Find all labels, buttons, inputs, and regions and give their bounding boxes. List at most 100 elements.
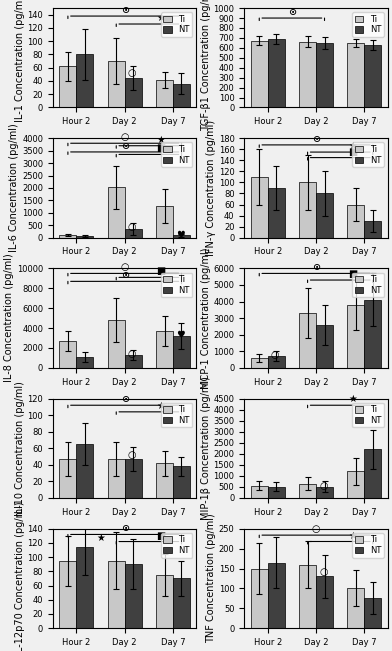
Bar (125, 78, 142, 107)
Bar (60, 459, 76, 498)
Y-axis label: IL-12p70 Concentration (pg/ml): IL-12p70 Concentration (pg/ml) (15, 502, 25, 651)
Bar (347, 471, 365, 498)
Text: ⊙: ⊙ (121, 395, 129, 404)
Y-axis label: IL-1 Concentration (pg/ml): IL-1 Concentration (pg/ml) (15, 0, 25, 122)
Text: ⊙: ⊙ (312, 134, 320, 144)
Bar (251, 41, 268, 107)
Text: ★: ★ (156, 401, 165, 411)
Bar (156, 463, 173, 498)
Text: ○: ○ (120, 262, 129, 272)
Bar (60, 66, 76, 107)
Bar (108, 61, 125, 107)
Bar (125, 564, 142, 628)
Text: ⊙: ⊙ (121, 523, 129, 533)
Text: ■: ■ (156, 143, 165, 154)
Text: ⊙: ⊙ (121, 141, 129, 151)
Bar (299, 484, 316, 498)
Y-axis label: MIP-1β Concentration (pg/ml): MIP-1β Concentration (pg/ml) (201, 376, 211, 520)
Bar (60, 235, 76, 238)
Text: ★: ★ (156, 13, 165, 23)
Bar (156, 331, 173, 368)
Bar (268, 356, 285, 368)
Y-axis label: MCP-1 Concentration (pg/ml): MCP-1 Concentration (pg/ml) (201, 247, 211, 389)
Bar (156, 206, 173, 238)
Bar (251, 568, 268, 628)
Text: ★: ★ (348, 395, 357, 404)
Text: ★: ★ (348, 531, 357, 540)
Bar (299, 313, 316, 368)
Legend: Ti, NT: Ti, NT (352, 143, 384, 167)
Text: ■: ■ (156, 266, 165, 277)
Legend: Ti, NT: Ti, NT (352, 533, 384, 558)
Text: ⊙: ⊙ (121, 270, 129, 281)
Bar (251, 177, 268, 238)
Bar (173, 336, 190, 368)
Bar (268, 562, 285, 628)
Legend: Ti, NT: Ti, NT (161, 273, 192, 298)
Bar (156, 79, 173, 107)
Y-axis label: IFN-γ Concentration (pg/ml): IFN-γ Concentration (pg/ml) (206, 120, 216, 256)
Y-axis label: TGF-β1 Concentration (pg/ml): TGF-β1 Concentration (pg/ml) (201, 0, 211, 131)
Bar (108, 459, 125, 498)
Bar (365, 221, 381, 238)
Text: ○: ○ (319, 568, 328, 577)
Bar (316, 193, 333, 238)
Text: ♥: ♥ (176, 230, 185, 240)
Y-axis label: IL-10 Concentration (pg/ml): IL-10 Concentration (pg/ml) (15, 381, 25, 516)
Text: ○: ○ (312, 524, 320, 534)
Bar (365, 45, 381, 107)
Bar (125, 229, 142, 238)
Legend: Ti, NT: Ti, NT (161, 12, 192, 37)
Y-axis label: IL-6 Concentration (pg/ml): IL-6 Concentration (pg/ml) (9, 124, 19, 253)
Text: ⊙: ⊙ (288, 7, 296, 17)
Text: ○: ○ (128, 222, 136, 232)
Text: ⊙: ⊙ (121, 5, 129, 15)
Text: ⊙: ⊙ (312, 262, 320, 272)
Text: ★: ★ (156, 135, 165, 145)
Text: ○: ○ (319, 481, 328, 491)
Text: ○: ○ (120, 132, 129, 143)
Bar (76, 55, 93, 107)
Bar (299, 182, 316, 238)
Bar (365, 300, 381, 368)
Bar (316, 487, 333, 498)
Y-axis label: TNF Concentration (pg/ml): TNF Concentration (pg/ml) (206, 514, 216, 643)
Bar (347, 305, 365, 368)
Bar (108, 187, 125, 238)
Bar (299, 564, 316, 628)
Legend: Ti, NT: Ti, NT (352, 273, 384, 298)
Bar (76, 357, 93, 368)
Text: ○: ○ (128, 450, 136, 460)
Bar (268, 188, 285, 238)
Text: ♥: ♥ (176, 331, 185, 340)
Bar (316, 325, 333, 368)
Bar (173, 467, 190, 498)
Bar (173, 579, 190, 628)
Bar (365, 449, 381, 498)
Bar (60, 341, 76, 368)
Bar (268, 487, 285, 498)
Bar (347, 204, 365, 238)
Bar (108, 561, 125, 628)
Text: ○: ○ (128, 68, 136, 78)
Bar (60, 561, 76, 628)
Bar (299, 42, 316, 107)
Bar (125, 355, 142, 368)
Legend: Ti, NT: Ti, NT (352, 403, 384, 428)
Bar (347, 43, 365, 107)
Bar (108, 320, 125, 368)
Text: ★: ★ (348, 141, 357, 151)
Legend: Ti, NT: Ti, NT (352, 12, 384, 37)
Text: ■: ■ (156, 531, 165, 540)
Text: ○: ○ (128, 349, 136, 359)
Bar (316, 43, 333, 107)
Bar (125, 459, 142, 498)
Legend: Ti, NT: Ti, NT (161, 403, 192, 428)
Text: ○: ○ (271, 350, 279, 360)
Bar (76, 546, 93, 628)
Text: ★: ★ (96, 533, 105, 543)
Legend: Ti, NT: Ti, NT (161, 143, 192, 167)
Bar (347, 589, 365, 628)
Bar (173, 83, 190, 107)
Bar (251, 358, 268, 368)
